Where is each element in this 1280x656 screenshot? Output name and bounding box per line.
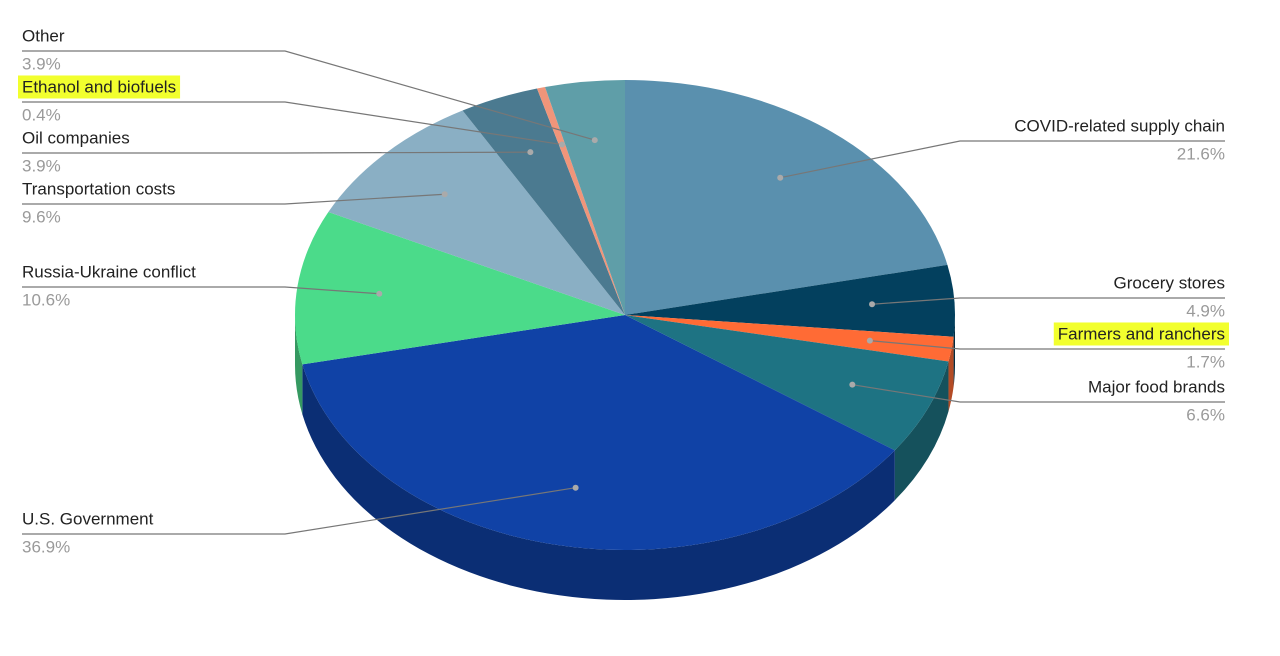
slice-value: 21.6%	[1177, 144, 1225, 163]
slice-value: 1.7%	[1186, 352, 1225, 371]
leader-dot	[559, 141, 566, 148]
highlight	[18, 75, 181, 99]
leader-line	[852, 384, 1225, 403]
slice-value: 6.6%	[1186, 405, 1225, 424]
leader-line	[22, 101, 563, 146]
leader-line	[22, 487, 576, 535]
slice	[302, 315, 895, 550]
slice-name: U.S. Government	[22, 509, 154, 528]
leader-line	[22, 286, 380, 295]
slice-side	[948, 336, 954, 412]
slice	[295, 212, 625, 365]
leader-dot	[527, 149, 534, 156]
slice-value: 3.9%	[22, 156, 61, 175]
slice-side	[953, 315, 956, 387]
leader-dot	[572, 484, 579, 491]
slice	[625, 315, 954, 362]
leader-line	[22, 50, 595, 141]
slice-side	[894, 361, 949, 501]
slice-value: 10.6%	[22, 290, 70, 309]
leader-dot	[376, 290, 383, 297]
slice-name: Transportation costs	[22, 179, 175, 198]
slice-name: Farmers and ranchers	[1058, 324, 1225, 343]
slice	[545, 80, 625, 315]
highlight	[1053, 322, 1229, 346]
leader-line	[22, 151, 531, 154]
leader-dot	[591, 137, 598, 144]
slice-value: 36.9%	[22, 537, 70, 556]
slice-value: 9.6%	[22, 207, 61, 226]
leader-dot	[866, 337, 873, 344]
slice-name: Oil companies	[22, 128, 130, 147]
slice-name: Ethanol and biofuels	[22, 77, 176, 96]
leader-line	[780, 140, 1225, 179]
slice	[625, 315, 949, 451]
leader-dot	[777, 174, 784, 181]
slice-name: Russia-Ukraine conflict	[22, 262, 196, 281]
slice-name: COVID-related supply chain	[1014, 116, 1225, 135]
slice-name: Other	[22, 26, 65, 45]
slice-side	[295, 315, 303, 415]
slice-value: 4.9%	[1186, 301, 1225, 320]
leader-dot	[441, 191, 448, 198]
leader-line	[869, 340, 1225, 350]
slice	[625, 264, 955, 337]
slice	[462, 88, 625, 315]
leader-dot	[869, 301, 876, 308]
slice-value: 0.4%	[22, 105, 61, 124]
slice-name: Major food brands	[1088, 377, 1225, 396]
slice-side	[302, 364, 895, 600]
slice-name: Grocery stores	[1114, 273, 1225, 292]
leader-dot	[849, 381, 856, 388]
leader-line	[22, 193, 445, 205]
slice	[625, 80, 948, 315]
slice-value: 3.9%	[22, 54, 61, 73]
leader-line	[871, 297, 1225, 305]
slice	[328, 110, 625, 316]
